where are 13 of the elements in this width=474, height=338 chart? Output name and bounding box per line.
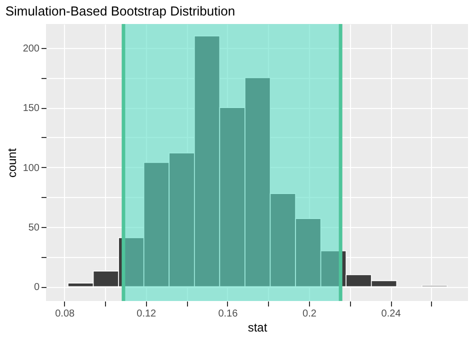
y-tick-label: 100 [22,162,40,174]
x-tick-label: 0.2 [302,308,317,320]
x-tick-label: 0.12 [136,308,157,320]
y-tick-label: 200 [22,43,40,54]
y-axis-title: count [4,148,19,178]
x-tick-label: 0.16 [218,308,238,320]
chart-title: Simulation-Based Bootstrap Distribution [5,3,236,18]
y-tick-label: 50 [28,222,40,234]
y-tick-label: 0 [34,282,40,294]
y-tick-label: 150 [22,103,40,114]
x-tick-label: 0.24 [381,308,402,320]
x-tick-label: 0.08 [55,308,76,320]
x-axis-title: stat [248,320,268,334]
